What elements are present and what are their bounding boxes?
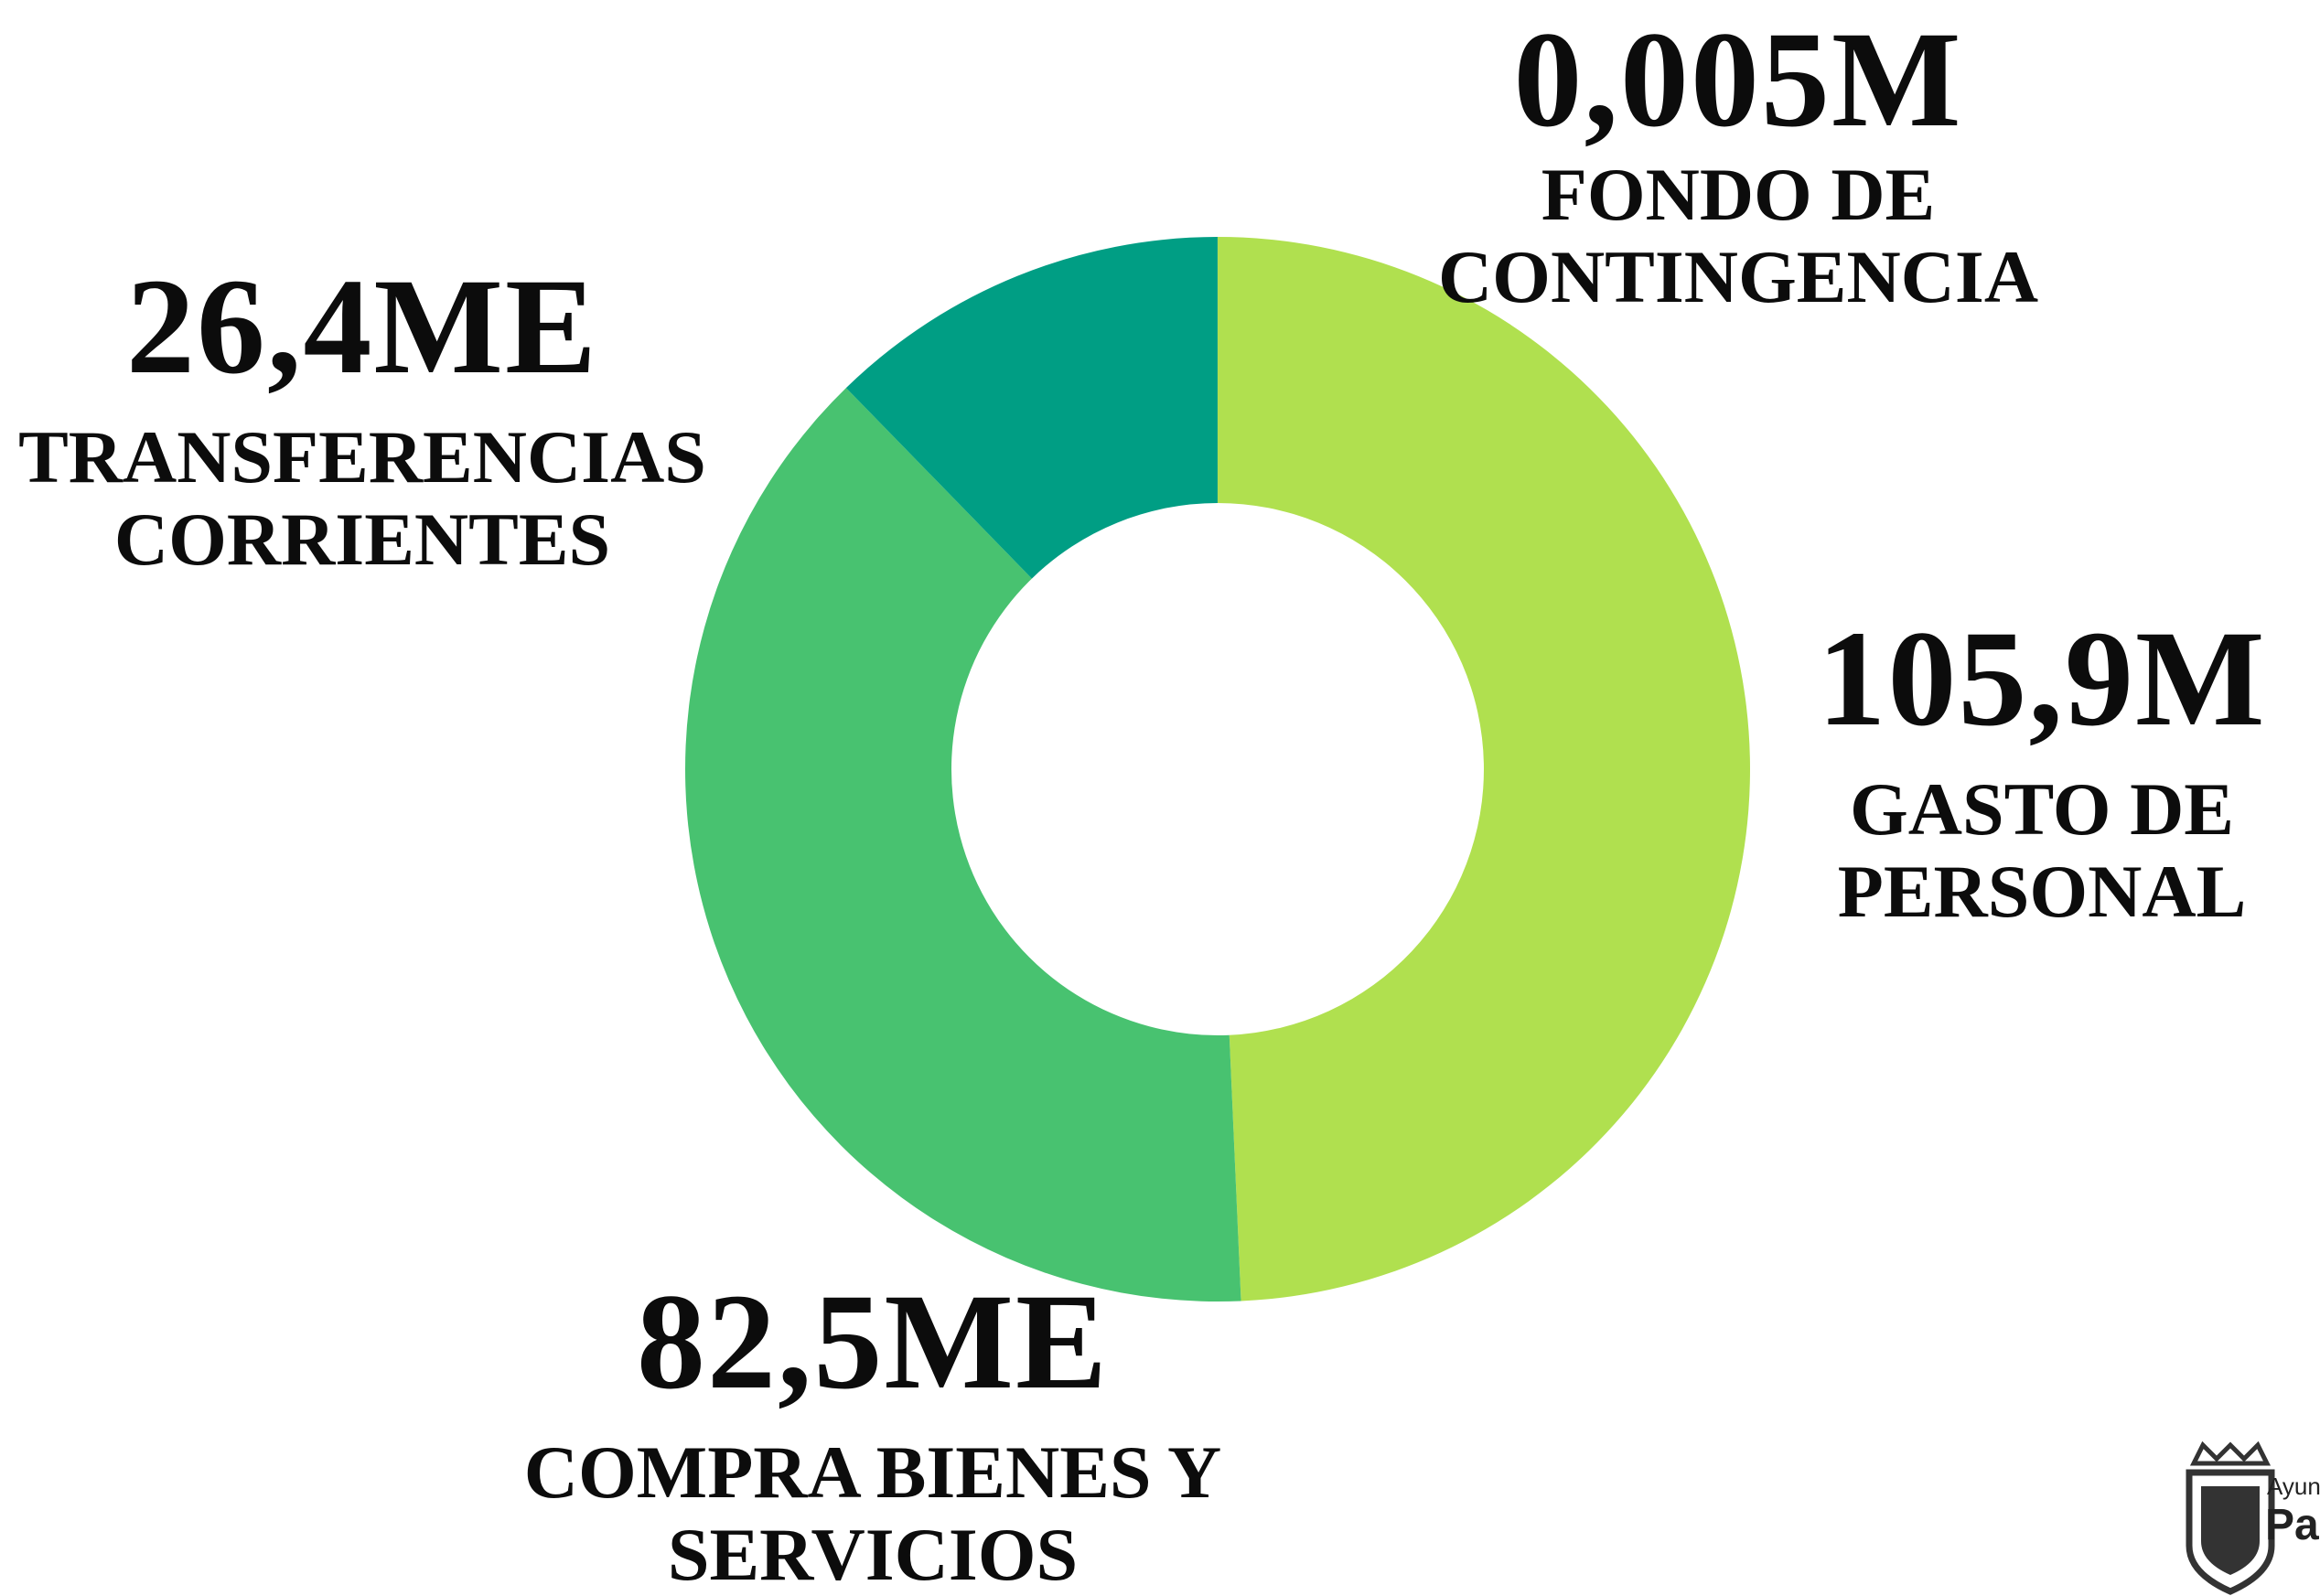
category-label: COMPRA BIENES Y SERVICIOS — [524, 1431, 1221, 1596]
logo-text: Pam — [2265, 1500, 2320, 1550]
donut-slice — [685, 388, 1241, 1301]
value-label: 82,5ME — [637, 1267, 1109, 1418]
donut-slice — [1218, 237, 1750, 1301]
value-label: 0,005M — [1513, 5, 1962, 155]
logo-shield — [2189, 1445, 2272, 1591]
category-label: TRANSFERENCIAS CORRIENTES — [18, 416, 706, 581]
value-label: 26,4ME — [126, 252, 598, 402]
logo-text: Ayunt — [2267, 1473, 2320, 1501]
value-label: 105,9M — [1817, 604, 2266, 755]
category-label: GASTO DE PERSONAL — [1838, 768, 2247, 933]
category-label: FONDO DE CONTINGENCIA — [1438, 154, 2038, 318]
